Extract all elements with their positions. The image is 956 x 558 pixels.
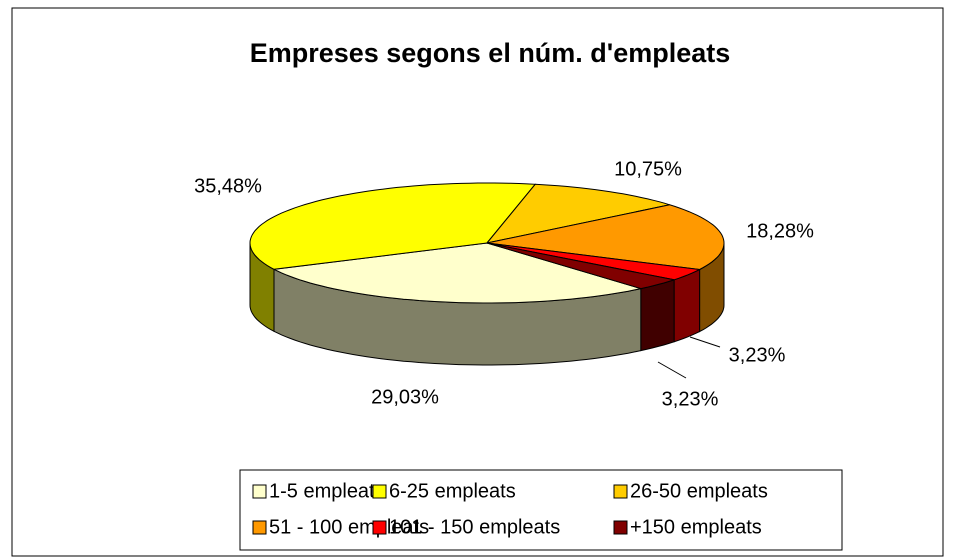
- slice: [486, 204, 725, 271]
- legend-swatch: [372, 520, 387, 535]
- chart-title: Empreses segons el núm. d'empleats: [250, 38, 731, 68]
- legend-label: +150 empleats: [630, 516, 762, 538]
- legend-label: 6-25 empleats: [389, 480, 516, 502]
- legend-swatch: [252, 520, 267, 535]
- legend-swatch: [252, 484, 267, 499]
- slice-side: [673, 268, 701, 343]
- legend: [239, 469, 843, 551]
- legend-label: 1-5 empleats: [269, 480, 385, 502]
- leader-line: [689, 336, 721, 348]
- slice-side: [640, 279, 675, 352]
- data-label: 3,23%: [662, 388, 719, 410]
- leader-line: [657, 361, 687, 379]
- legend-label: 51 - 100 empleats: [269, 516, 429, 538]
- pie-tops: [249, 182, 725, 304]
- legend-label: 26-50 empleats: [630, 480, 768, 502]
- data-label: 35,48%: [194, 175, 262, 197]
- data-label: 3,23%: [729, 344, 786, 366]
- slice: [486, 242, 675, 290]
- legend-swatch: [613, 484, 628, 499]
- legend-swatch: [613, 520, 628, 535]
- slice: [485, 183, 670, 244]
- slice: [486, 242, 702, 281]
- slice: [249, 182, 537, 270]
- data-label: 10,75%: [614, 158, 682, 180]
- data-label: 29,03%: [371, 386, 439, 408]
- data-label: 18,28%: [746, 220, 814, 242]
- legend-swatch: [372, 484, 387, 499]
- legend-label: 101 - 150 empleats: [389, 516, 560, 538]
- pie: [249, 182, 725, 366]
